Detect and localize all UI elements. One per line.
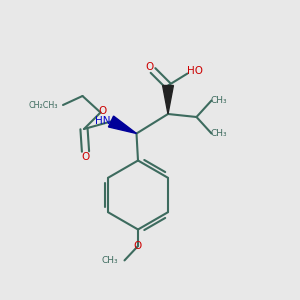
Text: O: O <box>98 106 106 116</box>
Text: O: O <box>134 241 142 251</box>
Text: O: O <box>146 62 154 72</box>
Polygon shape <box>163 85 173 114</box>
Text: HO: HO <box>187 65 203 76</box>
Text: CH₃: CH₃ <box>101 256 118 265</box>
Text: HN: HN <box>95 116 111 126</box>
Text: O: O <box>81 152 90 162</box>
Polygon shape <box>108 116 136 134</box>
Text: CH₂CH₃: CH₂CH₃ <box>28 100 58 109</box>
Text: CH₃: CH₃ <box>211 129 227 138</box>
Text: CH₃: CH₃ <box>211 96 227 105</box>
